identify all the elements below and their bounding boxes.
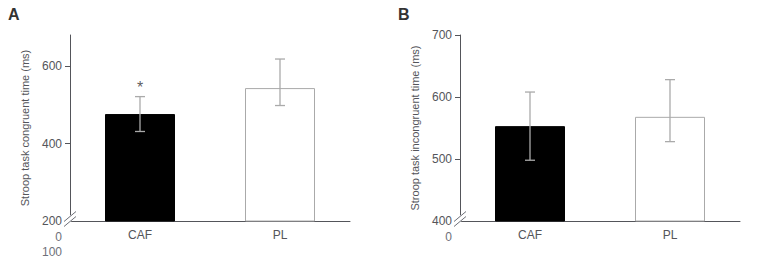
svg-text:0: 0 bbox=[55, 230, 62, 244]
svg-text:PL: PL bbox=[663, 228, 678, 242]
svg-text:Stroop task congruent time (ms: Stroop task congruent time (ms) bbox=[19, 50, 31, 207]
svg-text:200: 200 bbox=[42, 214, 62, 228]
svg-text:400: 400 bbox=[432, 214, 452, 228]
svg-text:CAF: CAF bbox=[128, 228, 152, 242]
svg-text:CAF: CAF bbox=[518, 228, 542, 242]
svg-text:*: * bbox=[137, 79, 143, 96]
svg-text:600: 600 bbox=[432, 90, 452, 104]
svg-text:B: B bbox=[398, 6, 410, 23]
svg-text:500: 500 bbox=[432, 152, 452, 166]
svg-text:PL: PL bbox=[273, 228, 288, 242]
svg-text:100: 100 bbox=[42, 245, 62, 259]
svg-text:600: 600 bbox=[42, 59, 62, 73]
svg-text:400: 400 bbox=[42, 137, 62, 151]
svg-text:0: 0 bbox=[445, 230, 452, 244]
svg-text:A: A bbox=[8, 6, 20, 23]
svg-text:700: 700 bbox=[432, 28, 452, 42]
svg-text:Stroop task incongruent time (: Stroop task incongruent time (ms) bbox=[409, 45, 421, 210]
